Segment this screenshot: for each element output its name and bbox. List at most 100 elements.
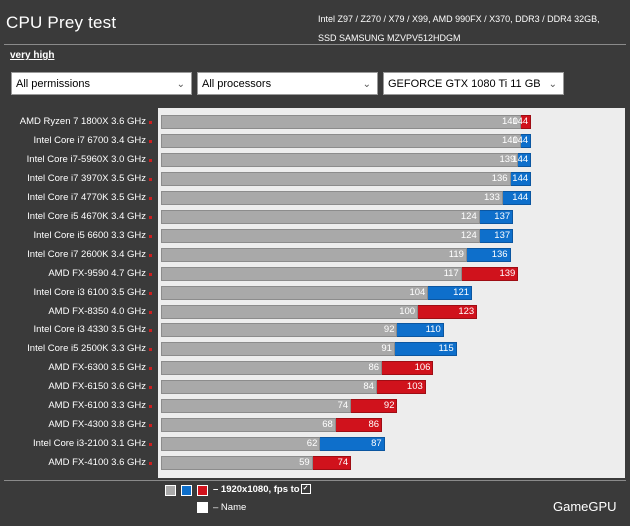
legend-swatch-amd[interactable] [197, 485, 208, 496]
label-marker [149, 178, 152, 181]
data-label-min: 59 [299, 457, 310, 468]
data-label-min: 91 [381, 343, 392, 354]
label-marker [149, 311, 152, 314]
bar-min [161, 456, 313, 470]
category-label: Intel Core i3 4330 3.5 GHz [33, 324, 146, 335]
data-label-avg: 144 [512, 192, 529, 203]
label-marker [149, 273, 152, 276]
category-label: AMD FX-8350 4.0 GHz [48, 306, 146, 317]
category-label: Intel Core i7 3970X 3.5 GHz [27, 173, 146, 184]
category-label: Intel Core i3 6100 3.5 GHz [33, 287, 146, 298]
data-label-min: 133 [484, 192, 500, 203]
data-label-avg: 74 [337, 457, 349, 468]
brand-logo: GameGPU [553, 499, 617, 514]
category-label: AMD FX-4100 3.6 GHz [48, 457, 146, 468]
gpu-dropdown[interactable]: GEFORCE GTX 1080 Ti 11 GB ⌄ [383, 72, 564, 95]
bar-min [161, 191, 503, 205]
data-label-min: 117 [443, 268, 459, 279]
data-label-avg: 136 [491, 249, 508, 260]
data-label-avg: 144 [512, 135, 529, 146]
category-label: AMD FX-6150 3.6 GHz [48, 381, 146, 392]
category-label: AMD FX-9590 4.7 GHz [48, 268, 146, 279]
bar-min [161, 115, 521, 129]
legend-name-label: – Name [213, 502, 247, 513]
data-label-min: 86 [368, 362, 380, 373]
legend-series-label: – 1920x1080, fps to ✓ [213, 484, 311, 495]
label-marker [149, 159, 152, 162]
label-marker [149, 254, 152, 257]
data-label-min: 92 [383, 324, 395, 335]
label-marker [149, 443, 152, 446]
system-config: Intel Z97 / Z270 / X79 / X99, AMD 990FX … [318, 10, 623, 48]
category-label: AMD FX-6100 3.3 GHz [48, 400, 146, 411]
preset-link[interactable]: very high [10, 50, 55, 61]
data-label-min: 140 [502, 116, 518, 127]
bar-min [161, 229, 480, 243]
label-marker [149, 348, 152, 351]
header-divider [4, 44, 626, 45]
data-label-min: 140 [502, 135, 518, 146]
category-label: Intel Core i5 2500K 3.3 GHz [27, 343, 146, 354]
processors-dropdown-value: All processors [202, 78, 272, 90]
label-marker [149, 121, 152, 124]
data-label-avg: 137 [494, 230, 511, 241]
chevron-down-icon: ⌄ [362, 79, 371, 90]
system-config-line-1: Intel Z97 / Z270 / X79 / X99, AMD 990FX … [318, 14, 600, 24]
category-label: Intel Core i5 6600 3.3 GHz [33, 230, 146, 241]
data-label-min: 100 [399, 306, 416, 317]
data-label-avg: 139 [499, 268, 516, 279]
data-label-avg: 137 [494, 211, 511, 222]
bar-min [161, 134, 521, 148]
data-label-avg: 123 [458, 306, 475, 317]
bar-min [161, 342, 395, 356]
bar-min [161, 399, 352, 413]
bar-min [161, 361, 383, 375]
bar-min [161, 380, 377, 394]
bar-min [161, 267, 462, 281]
data-label-avg: 103 [406, 381, 423, 392]
category-label: AMD Ryzen 7 1800X 3.6 GHz [19, 116, 146, 127]
data-label-min: 136 [491, 173, 508, 184]
data-label-min: 68 [322, 419, 333, 430]
bar-min [161, 210, 480, 224]
label-marker [149, 216, 152, 219]
footer-divider [4, 480, 626, 481]
label-marker [149, 235, 152, 238]
bar-min [161, 153, 519, 167]
label-marker [149, 386, 152, 389]
bar-min [161, 418, 336, 432]
system-config-line-2: SSD SAMSUNG MZVPV512HDGM [318, 33, 461, 43]
legend-series-text: – 1920x1080, fps to [213, 484, 300, 495]
data-label-min: 124 [460, 211, 477, 222]
legend-swatch-name[interactable] [197, 502, 208, 513]
checkbox-icon[interactable]: ✓ [300, 484, 311, 495]
data-label-min: 84 [363, 381, 374, 392]
category-label: Intel Core i7 2600K 3.4 GHz [27, 249, 146, 260]
legend-swatch-min[interactable] [165, 485, 176, 496]
legend-swatch-intel[interactable] [181, 485, 192, 496]
processors-dropdown[interactable]: All processors ⌄ [197, 72, 378, 95]
data-label-avg: 110 [425, 324, 441, 335]
bar-min [161, 323, 398, 337]
permissions-dropdown[interactable]: All permissions ⌄ [11, 72, 192, 95]
data-label-avg: 87 [371, 438, 382, 449]
page-title: CPU Prey test [6, 13, 117, 32]
label-marker [149, 292, 152, 295]
data-label-avg: 106 [414, 362, 431, 373]
label-marker [149, 140, 152, 143]
category-label: Intel Core i7 4770K 3.5 GHz [27, 192, 146, 203]
category-label: Intel Core i7-5960X 3.0 GHz [26, 154, 146, 165]
data-label-min: 139 [499, 154, 516, 165]
bar-min [161, 286, 429, 300]
label-marker [149, 405, 152, 408]
label-marker [149, 424, 152, 427]
chevron-down-icon: ⌄ [548, 79, 557, 90]
bar-min [161, 305, 419, 319]
category-label: AMD FX-4300 3.8 GHz [48, 419, 146, 430]
bar-min [161, 437, 321, 451]
data-label-avg: 121 [453, 287, 470, 298]
data-label-avg: 86 [368, 419, 380, 430]
label-marker [149, 197, 152, 200]
label-marker [149, 367, 152, 370]
